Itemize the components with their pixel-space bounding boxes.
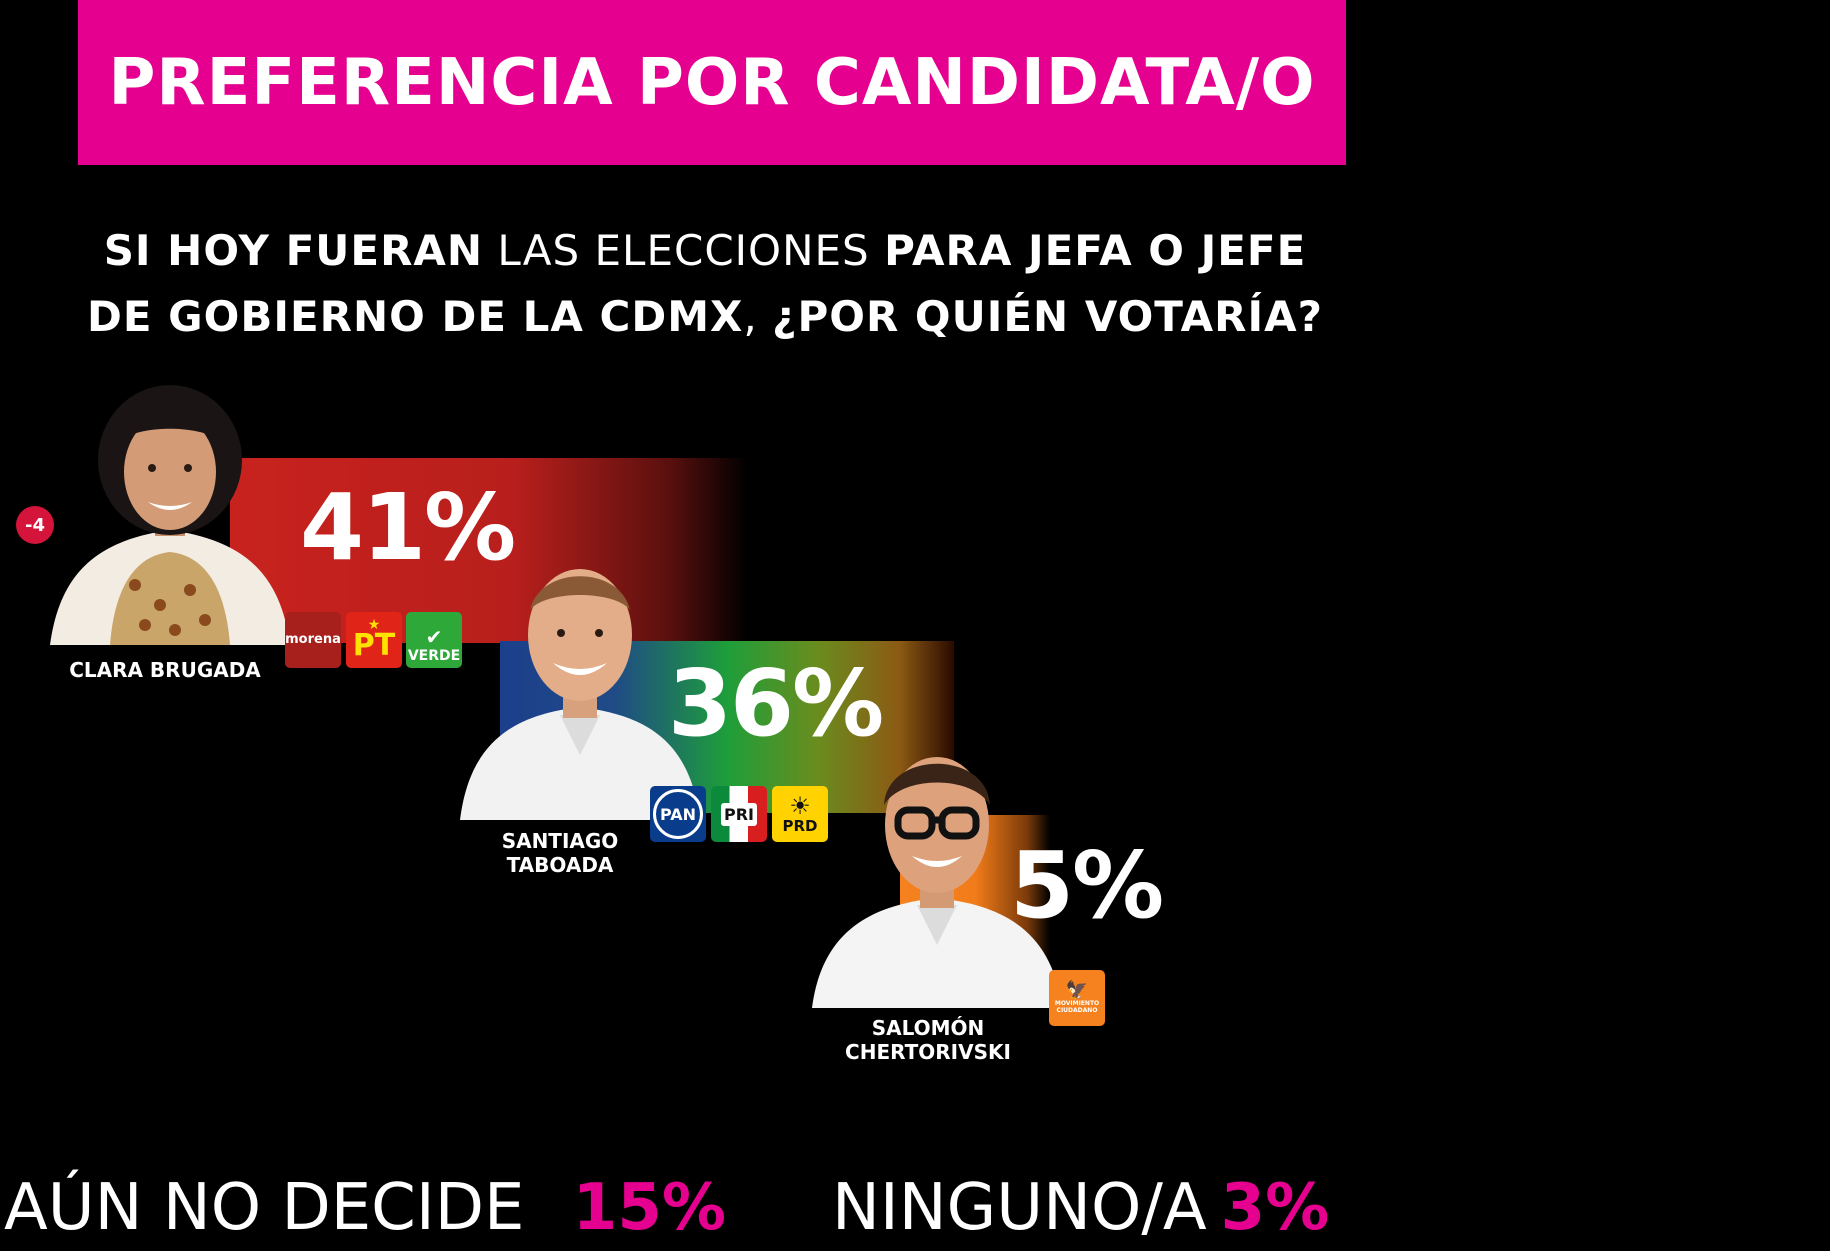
value-label-salomon: 5%	[1010, 832, 1164, 939]
pan-logo: PAN	[650, 786, 706, 842]
pt-logo: ★ PT	[346, 612, 402, 668]
none-label: NINGUNO/A	[832, 1171, 1207, 1245]
value-label-santiago: 36%	[668, 650, 884, 757]
mc-logo-text: MOVIMIENTO CIUDADANO	[1054, 1000, 1100, 1014]
question-bold-1: SI HOY FUERAN	[103, 226, 484, 275]
survey-question: SI HOY FUERAN LAS ELECCIONES PARA JEFA O…	[40, 218, 1370, 350]
movimiento-ciudadano-logo: 🦅 MOVIMIENTO CIUDADANO	[1049, 970, 1105, 1026]
value-label-clara: 41%	[300, 474, 516, 581]
candidate-name-santiago: SANTIAGO TABOADA	[501, 829, 619, 877]
candidate-photo-salomon	[812, 757, 1062, 1008]
candidate-name-salomon: SALOMÓN CHERTORIVSKI	[845, 1016, 1011, 1064]
undecided-label: AÚN NO DECIDE	[4, 1171, 525, 1245]
prd-logo: ☀ PRD	[772, 786, 828, 842]
verde-logo: ✔ VERDE	[406, 612, 462, 668]
title-banner: PREFERENCIA POR CANDIDATA/O	[78, 0, 1346, 165]
morena-logo: morena	[285, 612, 341, 668]
none-row: NINGUNO/A 3%	[832, 1168, 1329, 1248]
candidate-name-clara: CLARA BRUGADA	[69, 658, 261, 682]
pan-logo-text: PAN	[653, 789, 703, 839]
undecided-row: AÚN NO DECIDE 15%	[4, 1168, 726, 1248]
sun-icon: ☀	[789, 792, 811, 820]
question-light-1: LAS ELECCIONES	[483, 226, 885, 275]
pt-star-icon: ★	[367, 617, 381, 633]
prd-logo-text: PRD	[782, 817, 818, 835]
pri-logo: PRI	[711, 786, 767, 842]
verde-logo-text: VERDE	[407, 648, 461, 664]
morena-logo-text: morena	[285, 632, 341, 647]
change-badge: -4	[16, 506, 54, 544]
pt-logo-text: PT	[352, 628, 396, 663]
question-bold-4: ¿POR QUIÉN VOTARÍA?	[772, 292, 1324, 341]
undecided-value: 15%	[572, 1171, 726, 1245]
candidate-photo-clara	[50, 385, 290, 645]
eagle-icon: 🦅	[1065, 980, 1089, 1001]
none-value: 3%	[1220, 1171, 1330, 1245]
page-title: PREFERENCIA POR CANDIDATA/O	[108, 45, 1316, 120]
pri-logo-text: PRI	[721, 802, 757, 826]
candidate-photo-santiago	[460, 569, 700, 820]
question-bold-3: DE GOBIERNO DE LA CDMX	[86, 292, 744, 341]
question-bold-2: PARA JEFA O JEFE	[884, 226, 1307, 275]
question-light-2: ,	[743, 292, 773, 341]
toucan-icon: ✔	[425, 625, 443, 649]
